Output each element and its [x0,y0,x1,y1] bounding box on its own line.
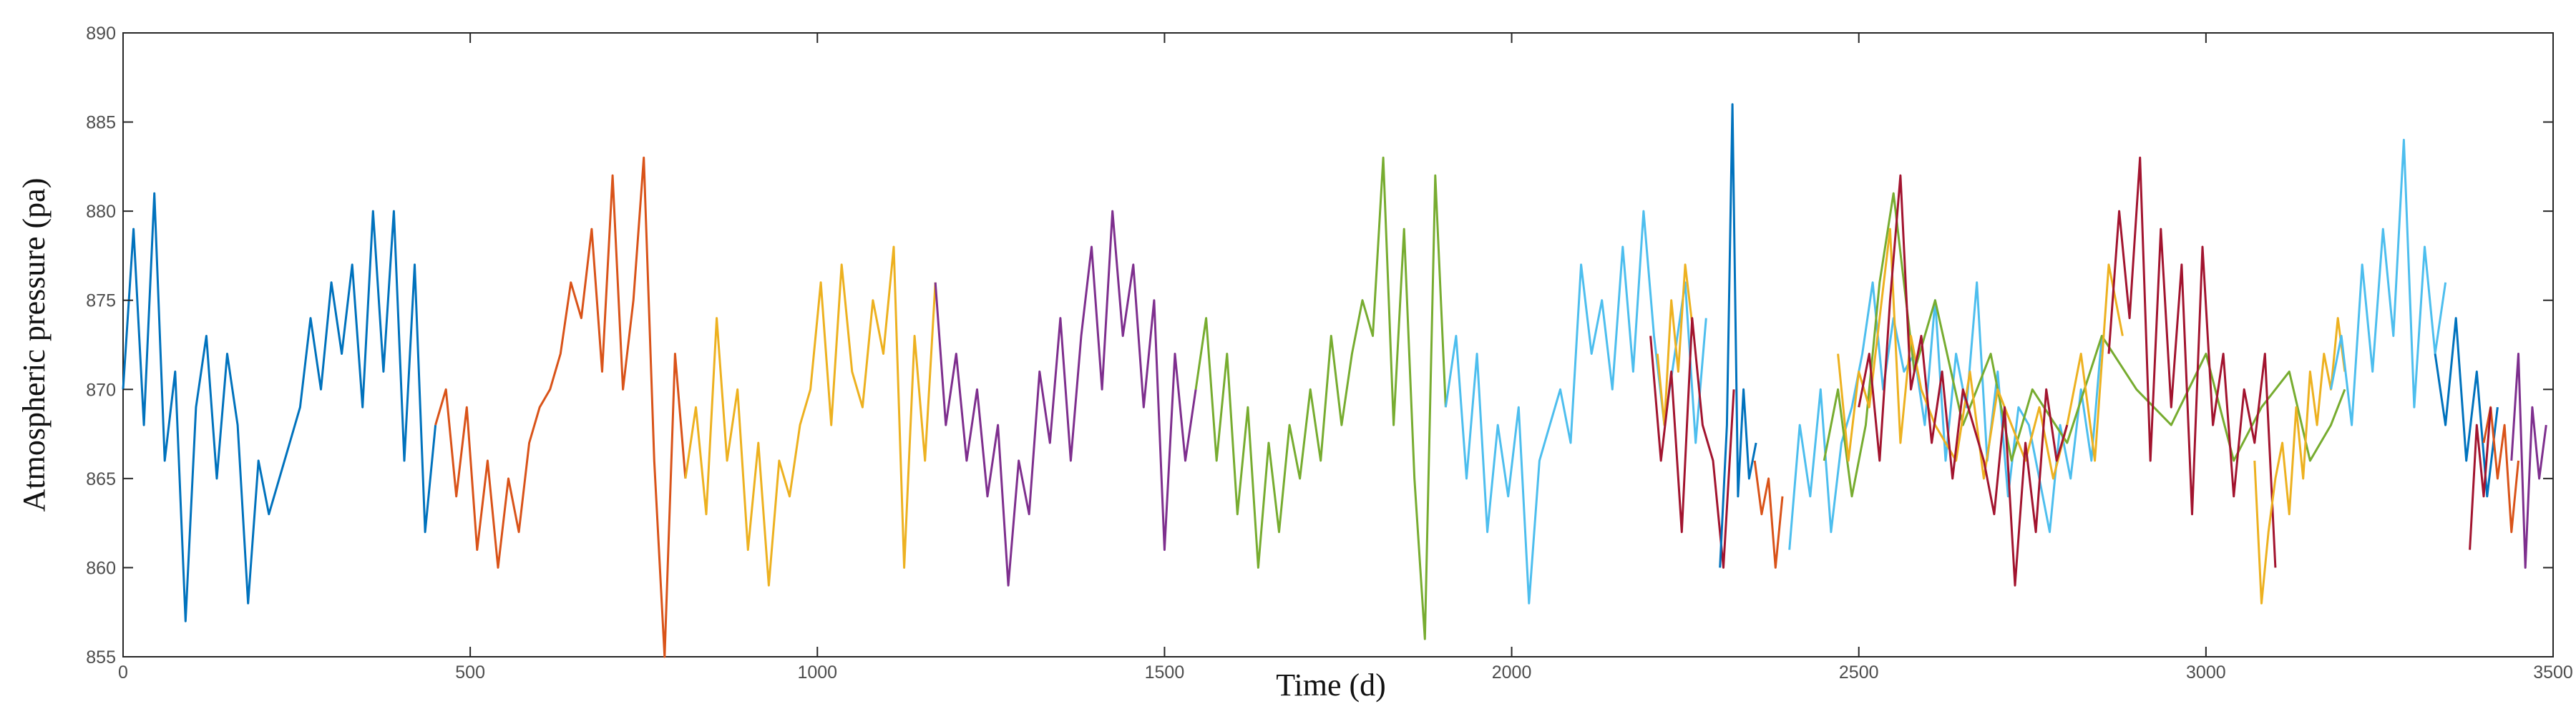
series-line-17 [2330,139,2447,426]
y-tick-label: 885 [86,113,116,133]
x-tick-label: 500 [455,662,485,683]
x-axis-title: Time (d) [1276,668,1386,703]
series-line-5 [1194,156,1447,640]
series-line-10 [1753,460,1784,569]
y-axis-title: Atmospheric pressure (pa) [16,178,52,512]
series-line-12 [1823,192,2346,498]
y-tick-label: 875 [86,291,116,311]
series-line-8 [1649,317,1735,569]
x-tick-label: 1500 [1145,662,1185,683]
series-line-15 [2107,156,2277,568]
series-layer [122,103,2547,658]
series-line-11 [1788,281,2103,550]
y-axis-ticks: 855 860 865 870 875 880 885 890 [86,24,2553,668]
x-tick-label: 0 [118,662,128,683]
series-line-16 [2253,317,2346,605]
y-tick-label: 890 [86,24,116,44]
y-tick-label: 865 [86,469,116,489]
x-tick-label: 1000 [797,662,837,683]
y-tick-label: 870 [86,380,116,400]
series-line-13 [1837,228,2124,480]
x-tick-label: 3000 [2186,662,2226,683]
series-line-18 [2434,317,2499,498]
series-line-1 [122,192,437,622]
y-tick-label: 860 [86,558,116,578]
series-line-14 [1858,174,2069,587]
x-tick-label: 2000 [1492,662,1532,683]
x-tick-label: 3500 [2533,662,2573,683]
y-tick-label: 880 [86,202,116,222]
x-axis-ticks: 0 500 1000 1500 2000 2500 3000 3500 [118,33,2573,683]
series-line-4 [934,210,1197,587]
series-line-3 [684,245,937,587]
series-line-9 [1719,103,1757,568]
series-line-7 [1656,263,1695,426]
series-line-21 [2510,353,2547,569]
y-tick-label: 855 [86,647,116,668]
series-line-20 [2469,407,2492,550]
x-tick-label: 2500 [1839,662,1879,683]
plot-area [122,32,2554,657]
series-line-2 [434,156,687,658]
